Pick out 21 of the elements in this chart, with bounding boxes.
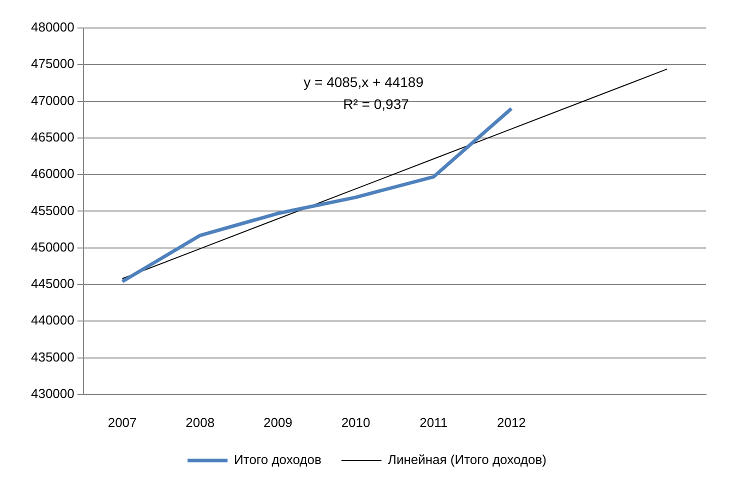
y-tick-label: 460000 — [30, 166, 74, 182]
x-tick-label: 2011 — [420, 414, 448, 430]
y-tick-label: 470000 — [30, 92, 74, 108]
x-tick-label: 2010 — [341, 414, 370, 430]
x-tick-label: 2008 — [186, 414, 215, 430]
y-tick-label: 430000 — [30, 386, 74, 401]
y-tick-label: 440000 — [30, 312, 74, 328]
legend-label: Итого доходов — [234, 452, 322, 468]
x-tick-label: 2007 — [108, 414, 137, 430]
y-tick-label: 435000 — [30, 349, 74, 364]
annotation: R² = 0,937 — [343, 96, 410, 112]
x-tick-label: 2012 — [496, 414, 526, 430]
y-tick-label: 465000 — [30, 130, 74, 144]
y-tick-label: 450000 — [30, 239, 74, 254]
annotation: y = 4085,x + 44189 — [304, 74, 424, 90]
y-tick-label: 475000 — [30, 56, 74, 72]
legend-label: Линейная (Итого доходов) — [388, 452, 546, 468]
y-tick-label: 480000 — [30, 20, 74, 35]
x-tick-label: 2009 — [263, 414, 292, 430]
y-tick-label: 445000 — [30, 276, 74, 292]
y-tick-label: 455000 — [30, 202, 74, 218]
